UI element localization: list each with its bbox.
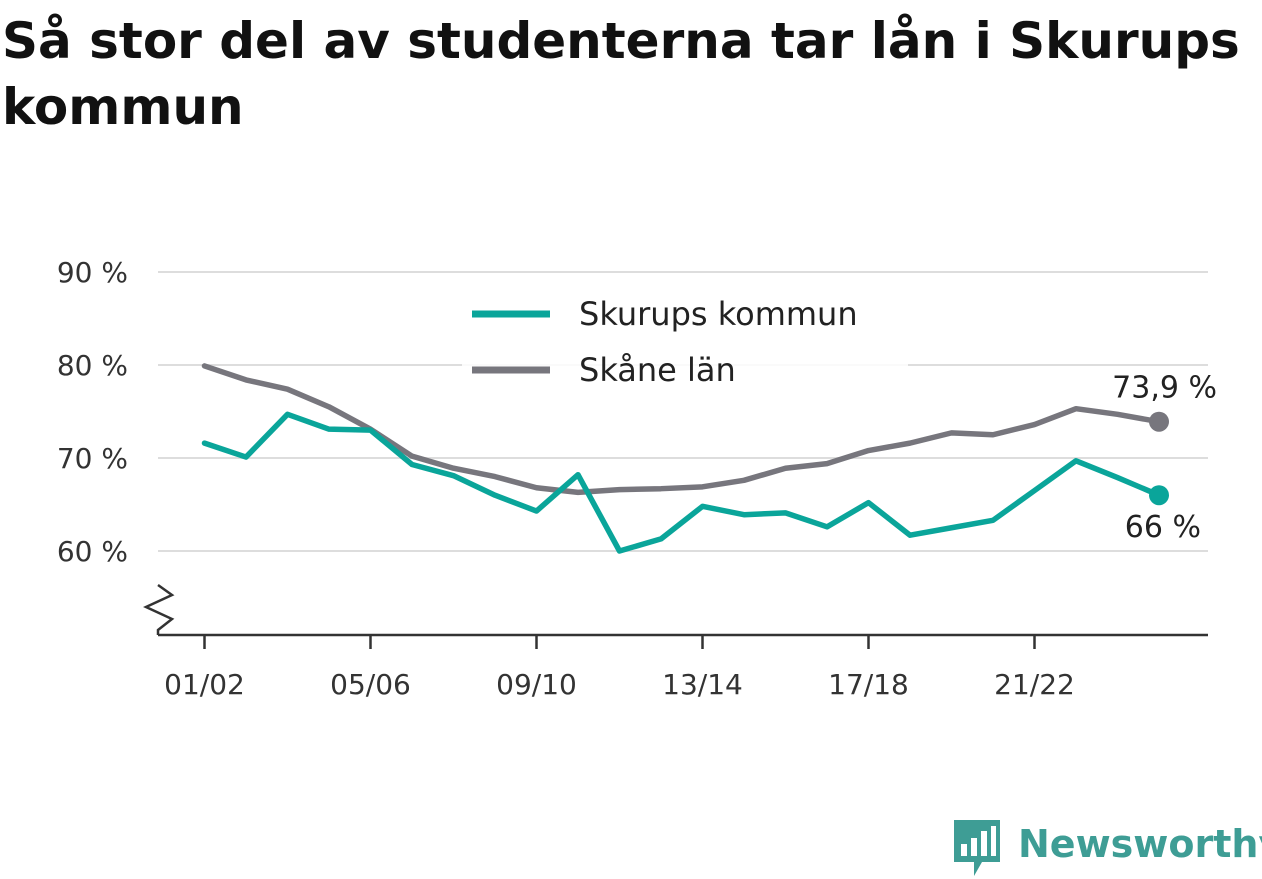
legend-label: Skåne län xyxy=(579,351,736,389)
legend-background xyxy=(462,290,908,408)
end-labels: 66 % 73,9 % xyxy=(1112,371,1217,545)
y-tick-label: 60 % xyxy=(57,535,128,568)
x-tick-label: 21/22 xyxy=(994,668,1075,701)
newsworthy-logo-icon xyxy=(954,820,1000,876)
axis-break-icon xyxy=(143,583,175,635)
x-axis-ticks: 01/02 05/06 09/10 13/14 17/18 21/22 xyxy=(164,635,1075,701)
y-axis-ticks: 60 % 70 % 80 % 90 % xyxy=(57,256,128,568)
series-lines xyxy=(201,363,1162,554)
x-tick-label: 13/14 xyxy=(662,668,743,701)
end-point-marker xyxy=(1149,485,1169,506)
brand-name: Newsworthy xyxy=(1018,822,1262,866)
end-point-marker xyxy=(1149,411,1169,432)
end-value-label: 66 % xyxy=(1125,510,1201,545)
x-tick-label: 05/06 xyxy=(330,668,411,701)
end-value-label: 73,9 % xyxy=(1112,371,1217,406)
legend: Skurups kommun Skåne län xyxy=(462,290,908,408)
x-tick-label: 09/10 xyxy=(496,668,577,701)
x-tick-label: 01/02 xyxy=(164,668,245,701)
y-tick-label: 70 % xyxy=(57,442,128,475)
y-tick-label: 80 % xyxy=(57,349,128,382)
x-axis xyxy=(143,583,1208,637)
series-line-skane xyxy=(201,363,1162,496)
series-line-skurup xyxy=(201,411,1162,554)
y-tick-label: 90 % xyxy=(57,256,128,289)
chart-title: Så stor del av studenterna tar lån i Sku… xyxy=(2,12,1240,136)
x-tick-label: 17/18 xyxy=(828,668,909,701)
legend-label: Skurups kommun xyxy=(579,295,858,333)
